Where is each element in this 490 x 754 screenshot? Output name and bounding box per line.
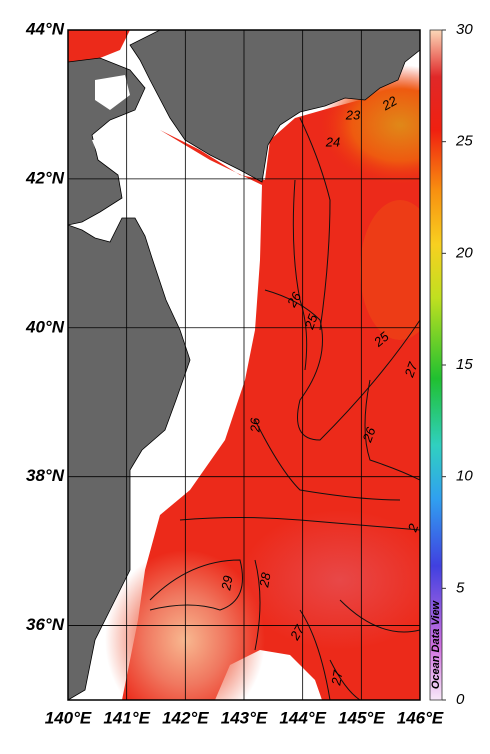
contour-label: 22: [379, 93, 401, 114]
map-frame: [67, 29, 421, 701]
warm-patch: [240, 510, 420, 650]
lon-label: 143°E: [221, 708, 268, 727]
lat-label: 42°N: [25, 168, 65, 187]
contour-label: 27: [401, 360, 421, 380]
colorbar-tick-label: 30: [456, 21, 473, 38]
lon-label: 142°E: [162, 708, 209, 727]
colorbar-tick-label: 25: [455, 133, 473, 150]
lon-label: 146°E: [397, 708, 444, 727]
colorbar-tick-label: 5: [456, 579, 465, 596]
axes: 44°N 42°N 40°N 38°N 36°N 140°E 141°E 142°E 143°E…: [25, 19, 473, 727]
contour-label: 29: [218, 574, 235, 592]
contour-label: 27: [328, 669, 346, 688]
colorbar-tick-label: 15: [456, 356, 473, 373]
lat-label: 38°N: [26, 466, 65, 485]
lat-label: 36°N: [26, 615, 65, 634]
colorbar-tick-label: 0: [456, 691, 465, 708]
colorbar-tick-label: 20: [455, 244, 473, 261]
contour-label: 24: [325, 134, 340, 149]
lat-label: 44°N: [25, 19, 65, 38]
sea-gap: [92, 75, 145, 165]
lon-label: 141°E: [103, 708, 150, 727]
watermark: Ocean Data View: [430, 599, 442, 689]
contour-label: 25: [301, 312, 321, 332]
lat-label: 40°N: [25, 317, 65, 336]
contour-label: 28: [256, 571, 274, 590]
land: [68, 30, 420, 700]
lon-label: 144°E: [279, 708, 326, 727]
cool-patch: [360, 200, 420, 340]
colorbar-tick-label: 10: [456, 468, 473, 485]
contours: [149, 117, 420, 700]
contour-label: 27: [286, 622, 307, 644]
graticule: [68, 30, 420, 700]
lon-label: 140°E: [45, 708, 92, 727]
contour-label: 26: [283, 289, 304, 311]
contour-label: 23: [345, 107, 361, 122]
ocean-field: [68, 30, 130, 62]
contour-label: 26: [359, 425, 379, 445]
colorbar: [429, 29, 443, 701]
lon-label: 145°E: [338, 708, 385, 727]
contour-label: 26: [247, 417, 262, 433]
